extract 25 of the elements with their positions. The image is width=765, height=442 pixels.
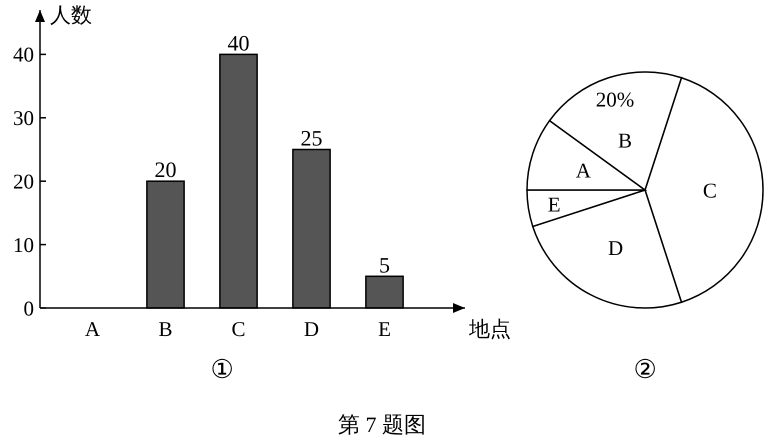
x-tick-label: B	[158, 317, 173, 341]
y-tick-label: 0	[24, 296, 34, 320]
y-tick-label: 30	[13, 106, 34, 130]
text: ②	[634, 355, 656, 384]
x-tick-label: E	[378, 317, 391, 341]
y-tick-label: 10	[13, 232, 34, 257]
x-tick-label: C	[231, 317, 246, 341]
x-tick-label: D	[304, 317, 320, 341]
text: ①	[210, 355, 234, 384]
data-label: 5	[379, 252, 390, 278]
data-label: 25	[300, 125, 322, 150]
text: 第 7 题图	[338, 412, 426, 437]
slice-label: C	[702, 178, 717, 202]
x-axis-title: 地点	[468, 317, 511, 341]
data-label: 20%	[596, 87, 634, 112]
data-label: 20	[154, 157, 176, 182]
slice-label: E	[548, 192, 561, 217]
y-tick-label: 40	[13, 42, 34, 67]
x-tick-label: A	[84, 317, 101, 341]
y-tick-label: 20	[13, 170, 34, 194]
y-axis-title: 人数	[50, 3, 92, 27]
slice-label: B	[618, 128, 632, 153]
slice-label: A	[576, 158, 592, 182]
data-label: 40	[228, 30, 250, 56]
slice-label: D	[608, 236, 624, 260]
